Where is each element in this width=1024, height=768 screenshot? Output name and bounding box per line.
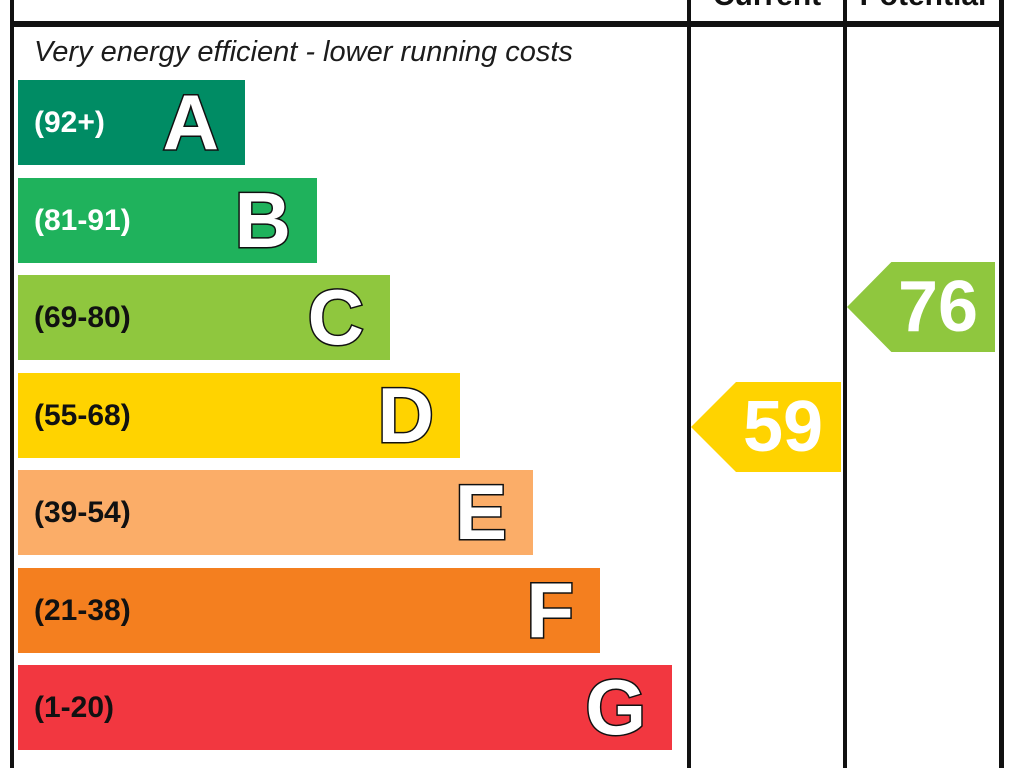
band-letter: B bbox=[233, 176, 292, 264]
band-letter: C bbox=[306, 273, 365, 361]
band-letter: F bbox=[525, 566, 576, 654]
potential-column-header: Potential bbox=[847, 0, 999, 11]
band-letter: D bbox=[376, 371, 435, 459]
band-range-label: (81-91) bbox=[34, 203, 131, 237]
band-row-a: (92+) A bbox=[18, 78, 245, 166]
band-row-c: (69-80) C bbox=[18, 273, 390, 361]
band-letter: G bbox=[584, 663, 648, 751]
current-rating-arrow: 59 bbox=[691, 382, 841, 472]
current-rating-value: 59 bbox=[742, 387, 824, 467]
band-row-f: (21-38) F bbox=[18, 566, 600, 654]
efficiency-scale-note: Very energy efficient - lower running co… bbox=[34, 36, 573, 68]
potential-column-divider bbox=[843, 0, 847, 768]
band-range-label: (1-20) bbox=[34, 690, 115, 724]
band-row-b: (81-91) B bbox=[18, 176, 317, 264]
band-range-label: (21-38) bbox=[34, 593, 131, 627]
band-letter: E bbox=[453, 468, 508, 556]
current-column-header: Current bbox=[691, 0, 843, 11]
band-range-label: (92+) bbox=[34, 105, 105, 139]
band-row-d: (55-68) D bbox=[18, 371, 460, 459]
table-border-left bbox=[10, 0, 14, 768]
band-range-label: (55-68) bbox=[34, 398, 131, 432]
band-row-g: (1-20) G bbox=[18, 663, 672, 751]
band-range-label: (39-54) bbox=[34, 495, 131, 529]
potential-rating-arrow: 76 bbox=[847, 262, 995, 352]
band-row-e: (39-54) E bbox=[18, 468, 533, 556]
potential-rating-value: 76 bbox=[897, 267, 979, 347]
header-divider-line bbox=[10, 21, 1004, 27]
band-letter: A bbox=[161, 78, 220, 166]
table-border-right bbox=[999, 0, 1004, 768]
band-range-label: (69-80) bbox=[34, 300, 131, 334]
current-column-divider bbox=[687, 0, 691, 768]
